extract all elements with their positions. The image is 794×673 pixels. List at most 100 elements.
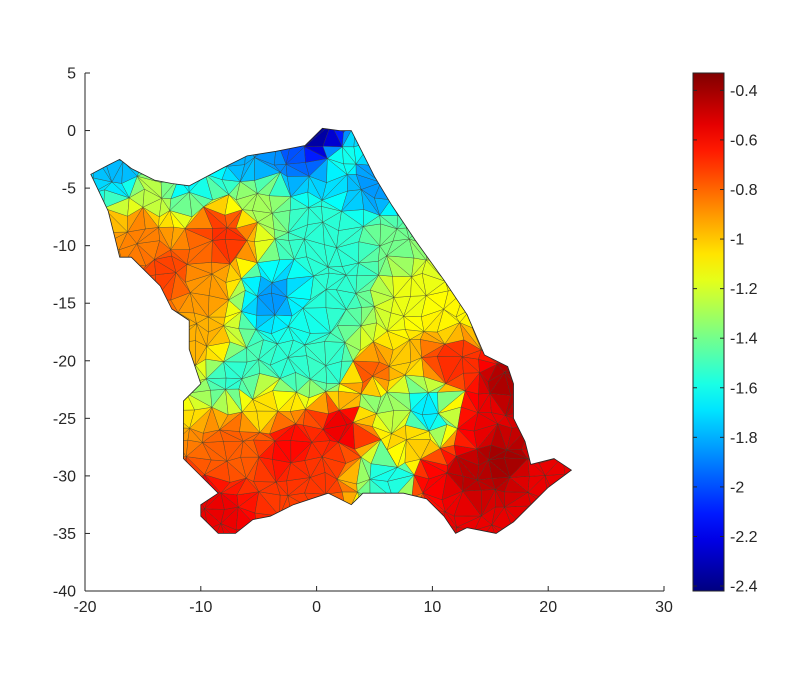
mesh-triangle <box>105 374 125 394</box>
mesh-triangle <box>276 528 296 534</box>
mesh-triangle <box>539 140 565 165</box>
mesh-triangle <box>408 522 432 534</box>
mesh-triangle <box>137 508 159 526</box>
mesh-triangle <box>554 506 572 524</box>
mesh-triangle <box>138 300 160 309</box>
mesh-triangle <box>90 207 111 233</box>
mesh-triangle <box>577 300 594 311</box>
mesh-triangle <box>492 197 512 208</box>
mesh-triangle <box>527 444 546 464</box>
mesh-triangle <box>577 310 594 329</box>
mesh-triangle <box>520 345 543 367</box>
mesh-triangle <box>577 430 594 446</box>
mesh-triangle <box>546 223 562 248</box>
mesh-triangle <box>574 227 594 245</box>
mesh-triangle <box>445 280 466 292</box>
mesh-triangle <box>90 307 95 334</box>
mesh-triangle <box>172 340 196 366</box>
mesh-triangle <box>135 328 153 345</box>
mesh-triangle <box>521 423 546 450</box>
mesh-triangle <box>528 322 547 347</box>
mesh-triangle <box>275 111 296 122</box>
mesh-triangle <box>575 111 594 131</box>
mesh-triangle <box>562 111 581 127</box>
mesh-triangle <box>279 515 289 530</box>
mesh-triangle <box>559 128 572 151</box>
mesh-triangle <box>529 532 545 534</box>
mesh-triangle <box>92 424 103 451</box>
mesh-triangle <box>476 128 498 149</box>
mesh-triangle <box>153 425 177 444</box>
mesh-triangle <box>561 128 572 150</box>
mesh-triangle <box>154 497 172 518</box>
mesh-triangle <box>548 111 562 124</box>
mesh-triangle <box>579 245 594 261</box>
mesh-triangle <box>446 172 465 199</box>
mesh-triangle <box>210 138 230 167</box>
colorbar-gradient <box>692 72 725 592</box>
mesh-triangle <box>107 491 126 508</box>
mesh-triangle <box>577 408 594 431</box>
mesh-triangle <box>523 164 549 180</box>
mesh-triangle <box>187 139 212 160</box>
mesh-triangle <box>125 343 139 360</box>
mesh-triangle <box>522 140 545 165</box>
mesh-triangle <box>377 514 395 528</box>
mesh-triangle <box>540 111 562 126</box>
mesh-triangle <box>543 128 563 151</box>
mesh-triangle <box>557 391 572 417</box>
mesh-triangle <box>440 128 465 130</box>
mesh-triangle <box>90 481 109 497</box>
mesh-triangle <box>90 275 112 293</box>
mesh-triangle <box>507 128 526 149</box>
mesh-triangle <box>454 164 476 183</box>
x-tick-label: 30 <box>655 599 673 616</box>
mesh-triangle <box>344 522 362 534</box>
mesh-triangle <box>121 528 138 534</box>
mesh-triangle <box>90 324 95 349</box>
mesh-triangle <box>540 345 561 367</box>
mesh-triangle <box>505 293 525 307</box>
mesh-triangle <box>137 343 164 361</box>
mesh-triangle <box>512 274 524 296</box>
mesh-triangle <box>369 496 394 515</box>
mesh-triangle <box>374 513 395 528</box>
mesh-triangle <box>73 490 89 512</box>
mesh-triangle <box>474 207 498 234</box>
mesh-triangle <box>495 346 513 365</box>
mesh-triangle <box>497 147 513 166</box>
mesh-triangle <box>470 280 494 298</box>
mesh-triangle <box>124 359 146 384</box>
mesh-triangle <box>554 176 572 192</box>
mesh-triangle <box>254 512 281 527</box>
mesh-triangle <box>151 330 174 345</box>
mesh-triangle <box>108 407 126 426</box>
mesh-triangle <box>475 157 499 183</box>
mesh-triangle <box>512 258 532 276</box>
mesh-triangle <box>476 524 499 534</box>
mesh-triangle <box>174 527 189 534</box>
mesh-triangle <box>464 290 472 310</box>
mesh-triangle <box>276 128 292 141</box>
mesh-triangle <box>323 526 345 534</box>
mesh-triangle <box>393 526 410 534</box>
mesh-triangle <box>581 160 594 182</box>
mesh-triangle <box>90 333 95 348</box>
mesh-triangle <box>104 528 122 534</box>
mesh-triangle <box>524 128 549 134</box>
mesh-triangle <box>124 305 139 333</box>
mesh-triangle <box>279 515 292 530</box>
mesh-triangle <box>457 245 477 264</box>
mesh-triangle <box>560 365 572 383</box>
mesh-triangle <box>177 312 197 324</box>
mesh-triangle <box>90 395 110 409</box>
mesh-triangle <box>453 128 481 150</box>
mesh-triangle <box>442 226 464 251</box>
mesh-triangle <box>454 160 480 183</box>
mesh-triangle <box>547 190 558 214</box>
mesh-triangle <box>546 245 566 266</box>
mesh-triangle <box>571 328 572 347</box>
mesh-triangle <box>120 382 145 394</box>
mesh-triangle <box>441 172 459 199</box>
mesh-triangle <box>479 128 498 130</box>
